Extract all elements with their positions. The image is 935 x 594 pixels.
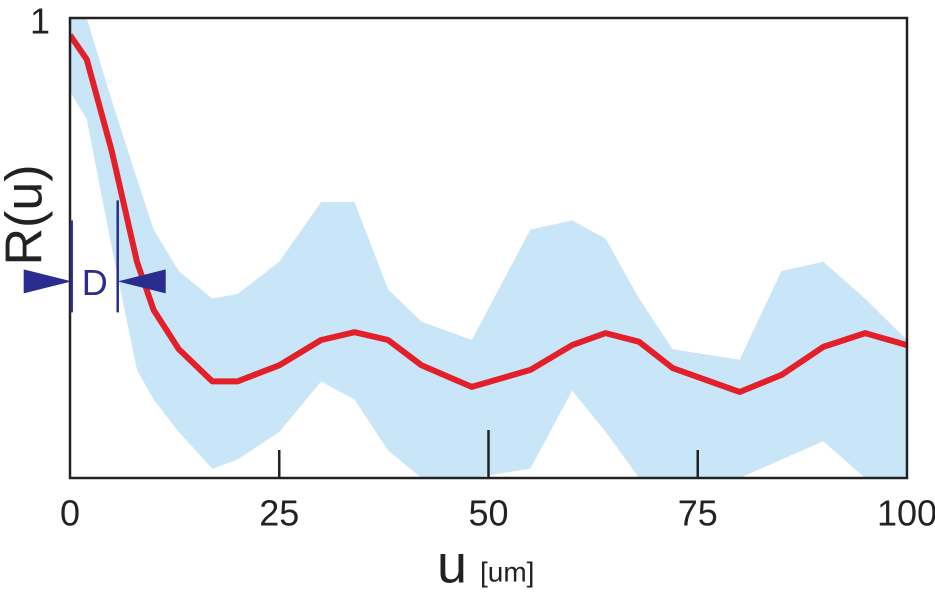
x-tick-label: 25 [259, 493, 299, 534]
x-tick-label: 50 [468, 493, 508, 534]
x-tick-label: 75 [678, 493, 718, 534]
x-tick-label: 100 [877, 493, 935, 534]
x-axis-unit: [um] [480, 556, 534, 587]
x-tick-label: 0 [60, 493, 80, 534]
y-tick-label: 1 [30, 1, 50, 42]
plot-area [70, 18, 907, 478]
data-line [70, 33, 907, 395]
y-axis-label: R(u) [0, 164, 54, 265]
confidence-band [70, 18, 907, 478]
annotation-arrow [117, 269, 166, 294]
annotation-label: D [82, 262, 108, 303]
annotation-arrow [23, 269, 72, 294]
x-axis-label: u [437, 534, 467, 594]
